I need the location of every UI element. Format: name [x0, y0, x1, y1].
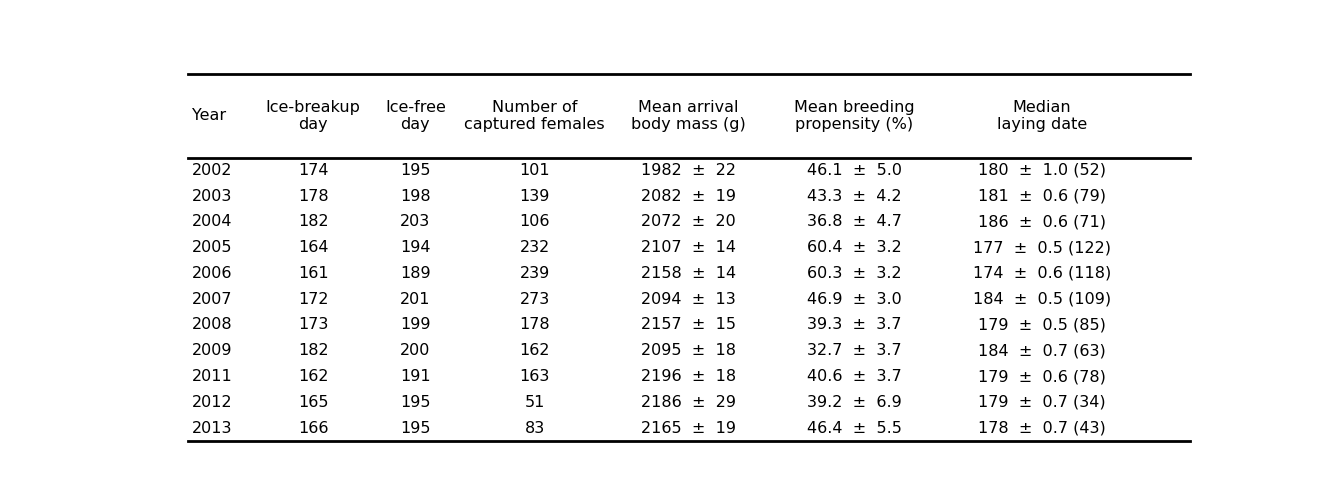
Text: 174: 174 [297, 163, 328, 178]
Text: 2012: 2012 [193, 395, 233, 410]
Text: 239: 239 [520, 266, 550, 281]
Text: 184  ±  0.7 (63): 184 ± 0.7 (63) [979, 343, 1106, 358]
Text: 60.4  ±  3.2: 60.4 ± 3.2 [807, 240, 901, 255]
Text: 1982  ±  22: 1982 ± 22 [641, 163, 736, 178]
Text: 163: 163 [520, 369, 550, 384]
Text: 174  ±  0.6 (118): 174 ± 0.6 (118) [973, 266, 1111, 281]
Text: 2005: 2005 [193, 240, 233, 255]
Text: 46.9  ±  3.0: 46.9 ± 3.0 [807, 292, 901, 307]
Text: 195: 195 [400, 163, 431, 178]
Text: 2009: 2009 [193, 343, 233, 358]
Text: 198: 198 [400, 188, 431, 204]
Text: 232: 232 [520, 240, 550, 255]
Text: 83: 83 [525, 421, 545, 435]
Text: 2007: 2007 [193, 292, 233, 307]
Text: 199: 199 [400, 317, 431, 333]
Text: 2004: 2004 [193, 215, 233, 229]
Text: 178  ±  0.7 (43): 178 ± 0.7 (43) [979, 421, 1106, 435]
Text: 162: 162 [297, 369, 328, 384]
Text: 2095  ±  18: 2095 ± 18 [641, 343, 736, 358]
Text: 191: 191 [400, 369, 431, 384]
Text: 172: 172 [297, 292, 328, 307]
Text: 46.1  ±  5.0: 46.1 ± 5.0 [807, 163, 902, 178]
Text: Ice-breakup
day: Ice-breakup day [265, 100, 360, 132]
Text: 101: 101 [520, 163, 550, 178]
Text: 2157  ±  15: 2157 ± 15 [641, 317, 736, 333]
Text: 2165  ±  19: 2165 ± 19 [641, 421, 736, 435]
Text: 2013: 2013 [193, 421, 233, 435]
Text: 179  ±  0.5 (85): 179 ± 0.5 (85) [979, 317, 1106, 333]
Text: 182: 182 [297, 343, 328, 358]
Text: 2107  ±  14: 2107 ± 14 [641, 240, 736, 255]
Text: 181  ±  0.6 (79): 181 ± 0.6 (79) [979, 188, 1106, 204]
Text: 161: 161 [297, 266, 328, 281]
Text: 2072  ±  20: 2072 ± 20 [641, 215, 735, 229]
Text: 2094  ±  13: 2094 ± 13 [641, 292, 735, 307]
Text: 39.3  ±  3.7: 39.3 ± 3.7 [807, 317, 901, 333]
Text: 200: 200 [400, 343, 431, 358]
Text: 178: 178 [520, 317, 550, 333]
Text: 195: 195 [400, 421, 431, 435]
Text: Year: Year [193, 108, 226, 123]
Text: Mean arrival
body mass (g): Mean arrival body mass (g) [631, 100, 746, 132]
Text: 164: 164 [297, 240, 328, 255]
Text: 180  ±  1.0 (52): 180 ± 1.0 (52) [979, 163, 1106, 178]
Text: 46.4  ±  5.5: 46.4 ± 5.5 [807, 421, 901, 435]
Text: 273: 273 [520, 292, 550, 307]
Text: Ice-free
day: Ice-free day [384, 100, 446, 132]
Text: 173: 173 [299, 317, 328, 333]
Text: 2003: 2003 [193, 188, 233, 204]
Text: 2002: 2002 [193, 163, 233, 178]
Text: 139: 139 [520, 188, 550, 204]
Text: 2011: 2011 [193, 369, 233, 384]
Text: Number of
captured females: Number of captured females [465, 100, 605, 132]
Text: 32.7  ±  3.7: 32.7 ± 3.7 [807, 343, 901, 358]
Text: 189: 189 [400, 266, 431, 281]
Text: 106: 106 [520, 215, 550, 229]
Text: 162: 162 [520, 343, 550, 358]
Text: Median
laying date: Median laying date [998, 100, 1087, 132]
Text: 203: 203 [400, 215, 431, 229]
Text: 2196  ±  18: 2196 ± 18 [641, 369, 736, 384]
Text: 2158  ±  14: 2158 ± 14 [641, 266, 736, 281]
Text: 39.2  ±  6.9: 39.2 ± 6.9 [807, 395, 901, 410]
Text: 43.3  ±  4.2: 43.3 ± 4.2 [807, 188, 901, 204]
Text: 201: 201 [400, 292, 431, 307]
Text: 177  ±  0.5 (122): 177 ± 0.5 (122) [973, 240, 1111, 255]
Text: 36.8  ±  4.7: 36.8 ± 4.7 [807, 215, 901, 229]
Text: 2082  ±  19: 2082 ± 19 [641, 188, 736, 204]
Text: 60.3  ±  3.2: 60.3 ± 3.2 [807, 266, 901, 281]
Text: 51: 51 [525, 395, 545, 410]
Text: 2186  ±  29: 2186 ± 29 [641, 395, 736, 410]
Text: 2008: 2008 [193, 317, 233, 333]
Text: 166: 166 [297, 421, 328, 435]
Text: 40.6  ±  3.7: 40.6 ± 3.7 [807, 369, 901, 384]
Text: Mean breeding
propensity (%): Mean breeding propensity (%) [794, 100, 915, 132]
Text: 184  ±  0.5 (109): 184 ± 0.5 (109) [973, 292, 1111, 307]
Text: 179  ±  0.7 (34): 179 ± 0.7 (34) [979, 395, 1106, 410]
Text: 2006: 2006 [193, 266, 233, 281]
Text: 182: 182 [297, 215, 328, 229]
Text: 178: 178 [297, 188, 328, 204]
Text: 195: 195 [400, 395, 431, 410]
Text: 186  ±  0.6 (71): 186 ± 0.6 (71) [979, 215, 1106, 229]
Text: 165: 165 [297, 395, 328, 410]
Text: 194: 194 [400, 240, 431, 255]
Text: 179  ±  0.6 (78): 179 ± 0.6 (78) [979, 369, 1106, 384]
